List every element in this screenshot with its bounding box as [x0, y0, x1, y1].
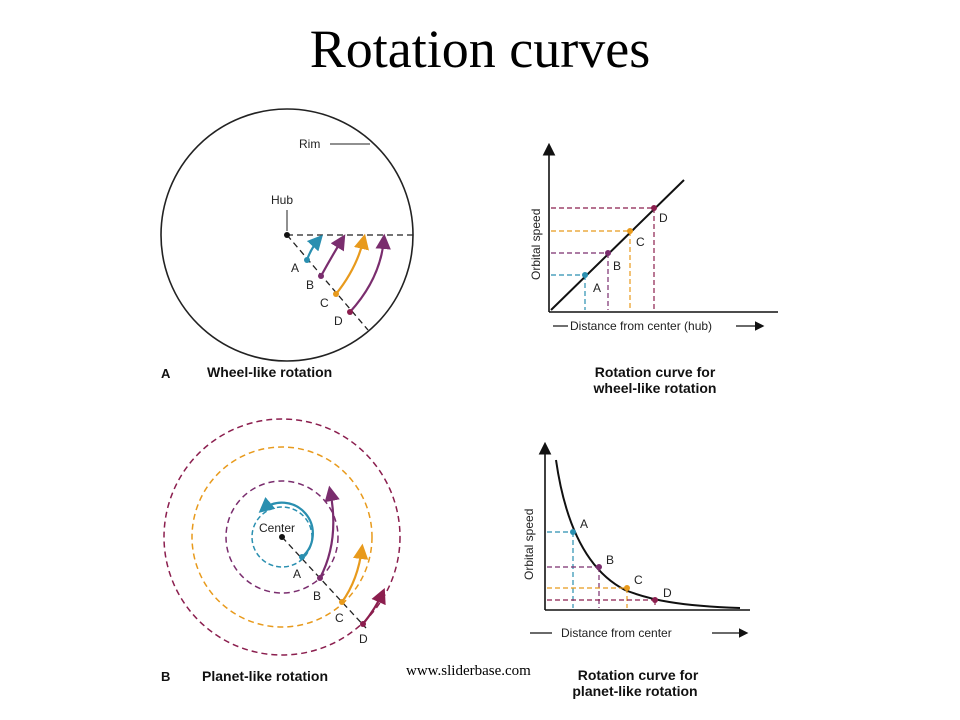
planet-label-d: D — [359, 632, 368, 646]
wheel-label-a: A — [291, 261, 299, 275]
slide-title: Rotation curves — [309, 19, 651, 79]
wheel-label-c: C — [320, 296, 329, 310]
wheel-diagonal-radius — [286, 234, 369, 331]
wheel-curve-xlabel: Distance from center (hub) — [570, 319, 712, 333]
wheel-point-c — [333, 291, 339, 297]
wheel-label-b: B — [306, 278, 314, 292]
planet-curve-xlabel: Distance from center — [561, 626, 672, 640]
planet-curve-point-c — [624, 585, 630, 591]
planet-point-a — [299, 554, 305, 560]
center-label: Center — [259, 521, 295, 535]
wheel-curve-label-b: B — [613, 259, 621, 273]
planet-diagram: Center A B C D B Planet-like rotation — [161, 418, 401, 684]
orbit-d — [163, 418, 401, 656]
wheel-caption: Wheel-like rotation — [207, 364, 332, 380]
planet-curve-ylabel: Orbital speed — [522, 509, 536, 580]
wheel-arrow-a — [305, 234, 323, 261]
planet-curve-label-c: C — [634, 573, 643, 587]
wheel-arrow-d — [349, 233, 391, 313]
wheel-arrow-b — [320, 234, 346, 277]
planet-arrow-c — [341, 543, 369, 603]
wheel-diagram: Rim Hub A B C D A Wheel-like rotation — [160, 108, 414, 381]
orbit-c — [191, 446, 373, 628]
planet-radius-line — [281, 536, 367, 629]
wheel-arrow-c — [335, 233, 369, 295]
panel-letter-a: A — [161, 366, 171, 381]
planet-arrow-a — [258, 497, 314, 558]
hub-label: Hub — [271, 193, 293, 207]
planet-center-dot — [279, 534, 285, 540]
planet-point-c — [339, 599, 345, 605]
wheel-curve-label-d: D — [659, 211, 668, 225]
wheel-curve-point-a — [582, 272, 588, 278]
planet-arrow-b — [319, 485, 340, 579]
wheel-point-a — [304, 257, 310, 263]
wheel-curve-ylabel: Orbital speed — [529, 209, 543, 280]
wheel-point-b — [318, 273, 324, 279]
planet-caption: Planet-like rotation — [202, 668, 328, 684]
planet-curve-label-b: B — [606, 553, 614, 567]
wheel-curve-caption-line1: Rotation curve for — [595, 364, 716, 380]
wheel-curve-line — [550, 179, 685, 311]
wheel-curve-label-a: A — [593, 281, 601, 295]
planet-curve-point-a — [570, 529, 576, 535]
wheel-rotation-curve: Orbital speed Distance from center (hub)… — [529, 142, 778, 396]
planet-curve-label-a: A — [580, 517, 588, 531]
wheel-curve-point-d — [651, 205, 657, 211]
watermark-url: www.sliderbase.com — [404, 663, 533, 680]
wheel-curve-point-b — [605, 250, 611, 256]
planet-curve-caption-line2: planet-like rotation — [572, 683, 697, 699]
wheel-hub-dot — [284, 232, 290, 238]
wheel-curve-point-c — [627, 228, 633, 234]
planet-curve-point-b — [596, 564, 602, 570]
planet-arrow-d — [362, 587, 386, 625]
planet-label-a: A — [293, 567, 301, 581]
wheel-curve-label-c: C — [636, 235, 645, 249]
planet-curve-label-d: D — [663, 586, 672, 600]
wheel-label-d: D — [334, 314, 343, 328]
planet-label-b: B — [313, 589, 321, 603]
planet-label-c: C — [335, 611, 344, 625]
planet-curve-caption-line1: Rotation curve for — [578, 667, 699, 683]
planet-curve-point-d — [652, 597, 658, 603]
planet-curve-line — [555, 459, 741, 609]
wheel-point-d — [347, 309, 353, 315]
planet-rotation-curve: Orbital speed Distance from center A B C… — [522, 441, 750, 699]
rim-label: Rim — [299, 137, 320, 151]
planet-point-b — [317, 575, 323, 581]
panel-letter-b: B — [161, 669, 170, 684]
planet-point-d — [360, 621, 366, 627]
orbit-b — [225, 480, 339, 594]
wheel-curve-caption-line2: wheel-like rotation — [593, 380, 717, 396]
